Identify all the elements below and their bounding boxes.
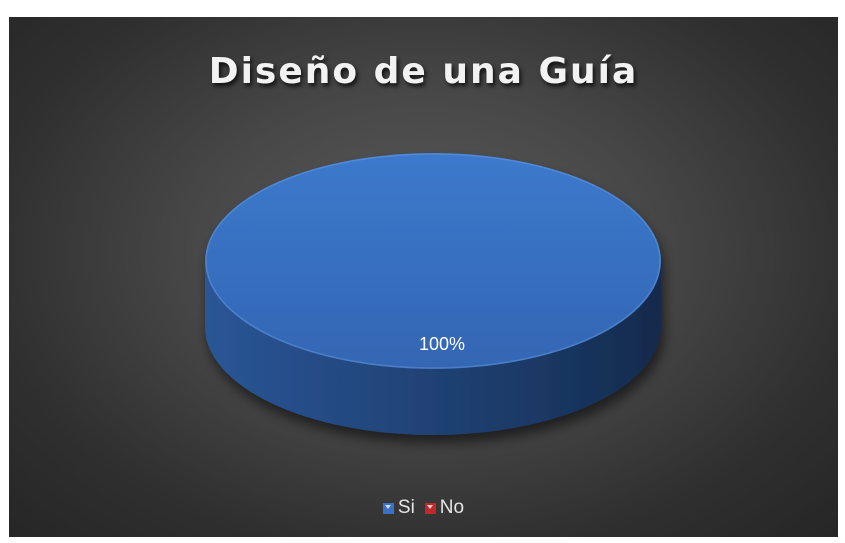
legend-swatch-no [424, 502, 436, 514]
legend-label-no: No [439, 497, 465, 518]
legend-swatch-si [382, 502, 394, 514]
legend: Si No [9, 497, 838, 519]
pie-slice-si-rim [205, 153, 661, 369]
data-label-si: 100% [419, 334, 465, 354]
chart-area: Diseño de una Guía [9, 17, 838, 537]
legend-entry-no: No [424, 497, 465, 519]
pie-slice-si [205, 153, 661, 369]
chart-title: Diseño de una Guía [208, 51, 639, 92]
pie-chart: 100% [205, 153, 661, 435]
pie-slice-si-side [205, 261, 661, 435]
legend-entry-si: Si [382, 497, 415, 519]
legend-label-si: Si [397, 497, 415, 518]
